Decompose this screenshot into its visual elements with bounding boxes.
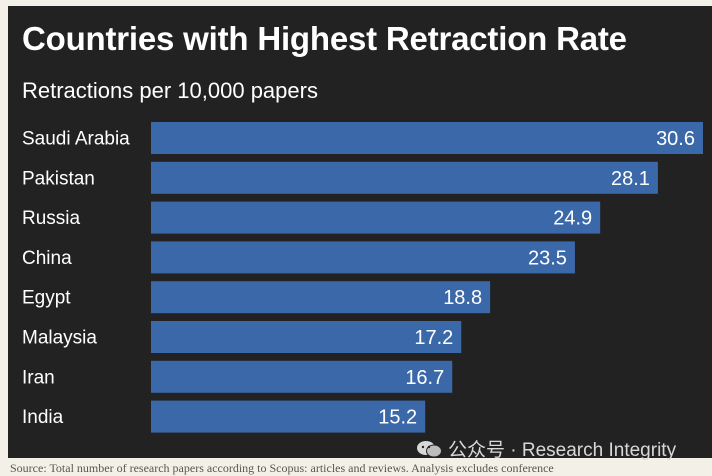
category-label: Iran [22, 367, 55, 388]
category-label: Pakistan [22, 168, 95, 189]
value-label: 16.7 [405, 367, 444, 389]
wechat-icon [417, 440, 442, 457]
chart-subtitle: Retractions per 10,000 papers [22, 78, 318, 103]
value-label: 18.8 [443, 287, 482, 309]
watermark: 公众号 · Research Integrity [416, 435, 676, 462]
bar [151, 161, 658, 194]
bar [151, 122, 703, 154]
value-label: 24.9 [553, 208, 592, 230]
chart-title: Countries with Highest Retraction Rate [22, 20, 627, 57]
value-label: 15.2 [378, 407, 417, 429]
category-label: Saudi Arabia [22, 129, 130, 150]
category-label: India [22, 407, 64, 428]
source-note: Source: Total number of research papers … [10, 461, 554, 475]
bar [151, 281, 491, 314]
bar [151, 321, 462, 353]
category-label: Russia [22, 208, 81, 229]
bar [151, 360, 453, 393]
category-label: China [22, 248, 72, 269]
bar-chart: Saudi Arabia 30.6 Pakistan 28.1 Russia 24.9 Ch… [22, 122, 703, 433]
value-label: 30.6 [656, 128, 695, 150]
value-label: 23.5 [528, 247, 567, 269]
bar [151, 241, 575, 274]
value-label: 28.1 [611, 168, 650, 190]
bar [151, 400, 426, 433]
category-label: Egypt [22, 288, 71, 309]
category-label: Malaysia [22, 328, 97, 349]
bar [151, 201, 601, 234]
watermark-text: 公众号 · Research Integrity [448, 440, 677, 461]
chart-panel: Countries with Highest Retraction Rate R… [8, 6, 712, 461]
value-label: 17.2 [414, 327, 453, 349]
